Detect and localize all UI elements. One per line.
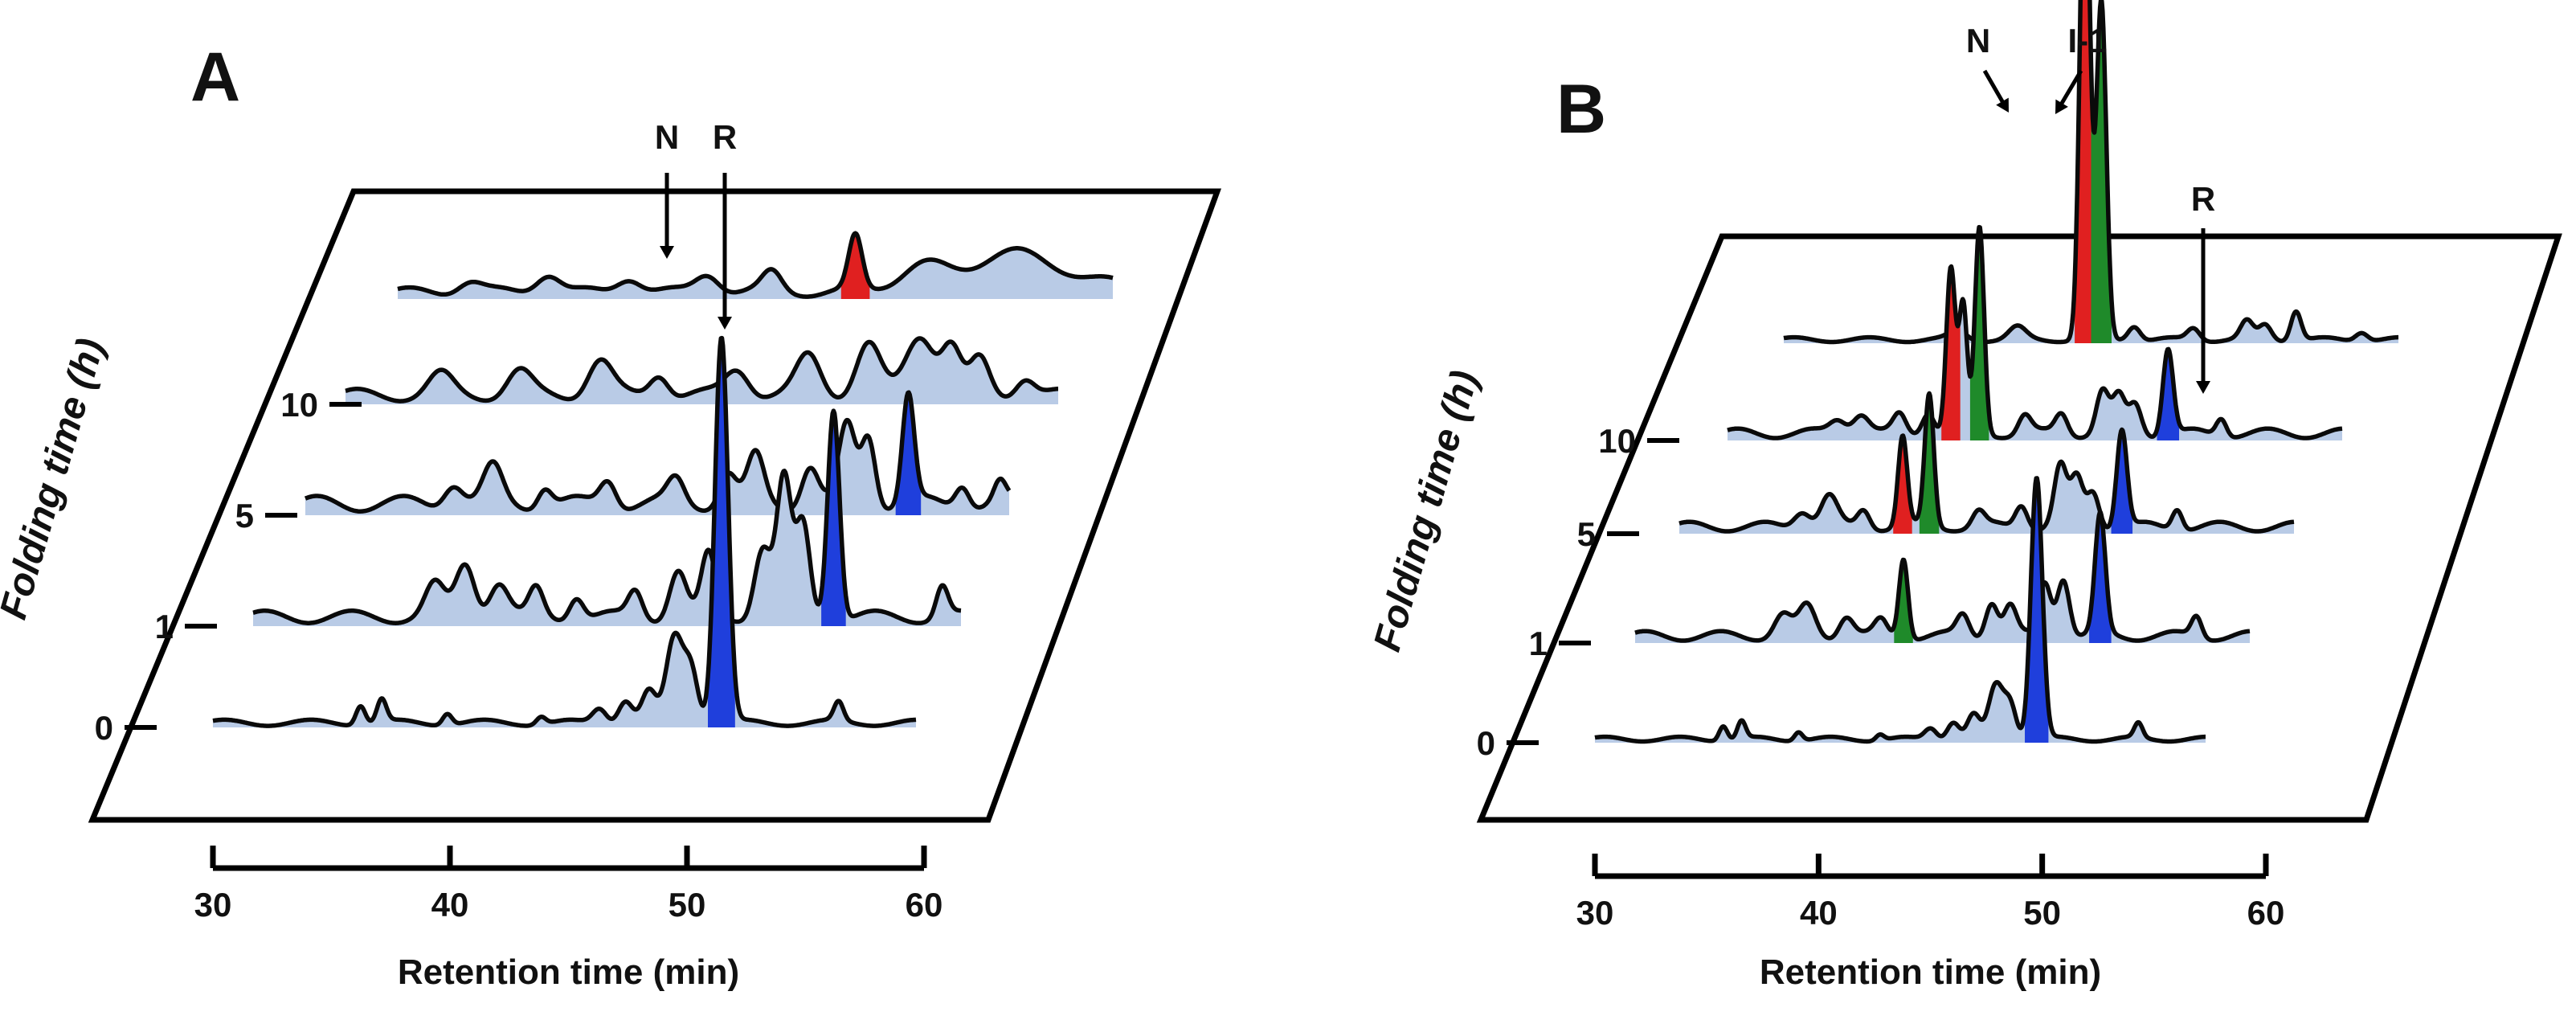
trace-line bbox=[304, 390, 1012, 514]
peak-I-1 bbox=[2091, 0, 2112, 343]
trace-line bbox=[1726, 224, 2344, 440]
x-tick-label: 60 bbox=[2247, 894, 2285, 932]
peak-R bbox=[2025, 477, 2049, 743]
peak-label-R: R bbox=[2191, 180, 2215, 218]
y-tick-label: 10 bbox=[280, 386, 318, 424]
trace-5h bbox=[304, 390, 1012, 515]
y-tick-label: 5 bbox=[235, 497, 254, 535]
arrow-line bbox=[1982, 69, 2006, 104]
plot-frame bbox=[1476, 233, 2562, 823]
peak-R bbox=[2089, 512, 2112, 643]
y-axis-label: Folding time (h) bbox=[1366, 366, 1486, 656]
panel-a: A2410510NR30405060Retention time (min)Fo… bbox=[0, 39, 1222, 992]
trace-10h bbox=[1726, 224, 2344, 440]
peak-label-N: N bbox=[655, 118, 679, 156]
peak-R bbox=[821, 411, 846, 626]
trace-line bbox=[1678, 391, 2296, 534]
x-tick-label: 30 bbox=[1576, 894, 1614, 932]
peak-I-1 bbox=[1894, 559, 1913, 643]
peak-R bbox=[2111, 429, 2133, 534]
arrow-head bbox=[718, 317, 732, 330]
arrow-head bbox=[2196, 381, 2210, 394]
peak-N bbox=[1893, 436, 1912, 534]
x-axis-label: Retention time (min) bbox=[398, 952, 739, 992]
x-tick-label: 40 bbox=[431, 886, 469, 924]
trace-line bbox=[211, 335, 918, 728]
trace-5h bbox=[1678, 391, 2296, 534]
x-tick-label: 50 bbox=[2023, 894, 2061, 932]
trace-area bbox=[346, 338, 1058, 404]
trace-line bbox=[251, 408, 963, 625]
y-tick-label: 0 bbox=[1477, 724, 1495, 762]
x-tick-label: 40 bbox=[1800, 894, 1838, 932]
x-tick-label: 30 bbox=[194, 886, 232, 924]
peak-R bbox=[708, 338, 735, 727]
peak-I-1 bbox=[1969, 227, 1989, 440]
peak-label-R: R bbox=[713, 118, 737, 156]
arrow-line bbox=[2059, 69, 2083, 106]
trace-line bbox=[396, 231, 1114, 299]
y-tick-label: 10 bbox=[1598, 422, 1636, 460]
y-axis-label: Folding time (h) bbox=[0, 334, 112, 624]
peak-label-N: N bbox=[1966, 22, 1990, 59]
trace-line bbox=[344, 336, 1060, 403]
trace-line bbox=[1634, 510, 2251, 643]
trace-line bbox=[1782, 0, 2400, 345]
peak-I-1 bbox=[1919, 393, 1940, 534]
x-axis-label: Retention time (min) bbox=[1760, 952, 2101, 992]
arrow-head bbox=[660, 246, 674, 259]
peak-label-I-1: I-1 bbox=[2067, 22, 2107, 59]
peak-N bbox=[840, 233, 870, 299]
trace-1h bbox=[251, 408, 963, 626]
arrow-head bbox=[2055, 99, 2068, 114]
y-tick-label: 5 bbox=[1577, 515, 1596, 553]
trace-10h bbox=[344, 336, 1060, 404]
panel-letter: B bbox=[1556, 71, 1606, 148]
trace-area bbox=[398, 233, 1113, 299]
arrow-head bbox=[1996, 97, 2009, 113]
peak-R bbox=[895, 392, 922, 515]
panel-letter: A bbox=[190, 39, 240, 116]
plot-frame bbox=[88, 188, 1222, 823]
trace-line bbox=[1593, 476, 2207, 744]
trace-24h bbox=[1782, 0, 2400, 345]
y-tick-label: 0 bbox=[95, 709, 113, 747]
trace-0h bbox=[211, 335, 918, 728]
x-tick-label: 60 bbox=[906, 886, 943, 924]
y-tick-label: 24 bbox=[0, 281, 1, 318]
trace-area bbox=[253, 411, 961, 626]
trace-1h bbox=[1634, 510, 2251, 643]
y-tick-label: 1 bbox=[1529, 625, 1548, 662]
peak-R bbox=[2157, 349, 2180, 440]
x-tick-label: 50 bbox=[669, 886, 706, 924]
trace-0h bbox=[1593, 476, 2207, 744]
peak-N bbox=[1941, 266, 1961, 440]
trace-24h bbox=[396, 231, 1114, 299]
y-tick-label: 1 bbox=[155, 608, 174, 645]
y-tick-label: 24 bbox=[0, 325, 1, 363]
